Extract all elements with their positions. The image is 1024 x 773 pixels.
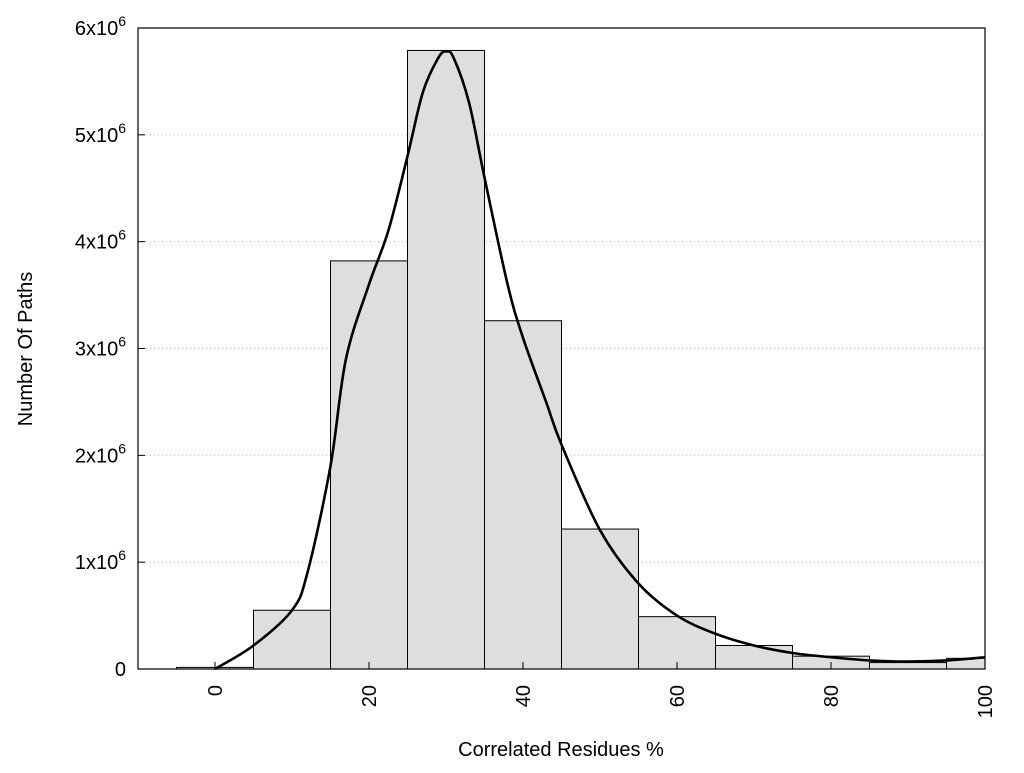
y-axis-ticks: 0 1x106 2x106 3x106 4x106 5x106 6x106 <box>75 13 145 681</box>
y-tick-label: 1x106 <box>75 547 126 574</box>
bars <box>176 49 986 670</box>
x-tick-label: 20 <box>359 685 381 707</box>
bar-90 <box>869 662 947 670</box>
bar-20 <box>330 260 408 670</box>
x-tick-label: 60 <box>667 685 689 707</box>
density-curve <box>214 49 986 671</box>
x-tick-label: 40 <box>513 685 535 707</box>
x-axis-label: Correlated Residues % <box>458 739 664 761</box>
x-tick-label: 80 <box>821 685 843 707</box>
x-axis-ticks: 0 20 40 60 80 100 <box>205 662 997 718</box>
y-tick-label: 2x106 <box>75 440 126 467</box>
bar-30 <box>407 49 485 670</box>
bar-50 <box>561 528 639 670</box>
y-tick-label: 3x106 <box>75 334 126 361</box>
bar-40 <box>484 320 562 670</box>
y-tick-label: 5x106 <box>75 120 126 147</box>
bar-60 <box>638 616 716 670</box>
x-tick-label: 100 <box>975 685 997 718</box>
bar-10 <box>253 609 331 670</box>
bar-70 <box>715 644 793 670</box>
y-axis-label: Number Of Paths <box>15 272 37 427</box>
y-tick-label: 4x106 <box>75 227 126 254</box>
y-tick-label: 6x106 <box>75 13 126 40</box>
x-tick-label: 0 <box>205 685 227 696</box>
y-tick-label: 0 <box>115 659 126 681</box>
